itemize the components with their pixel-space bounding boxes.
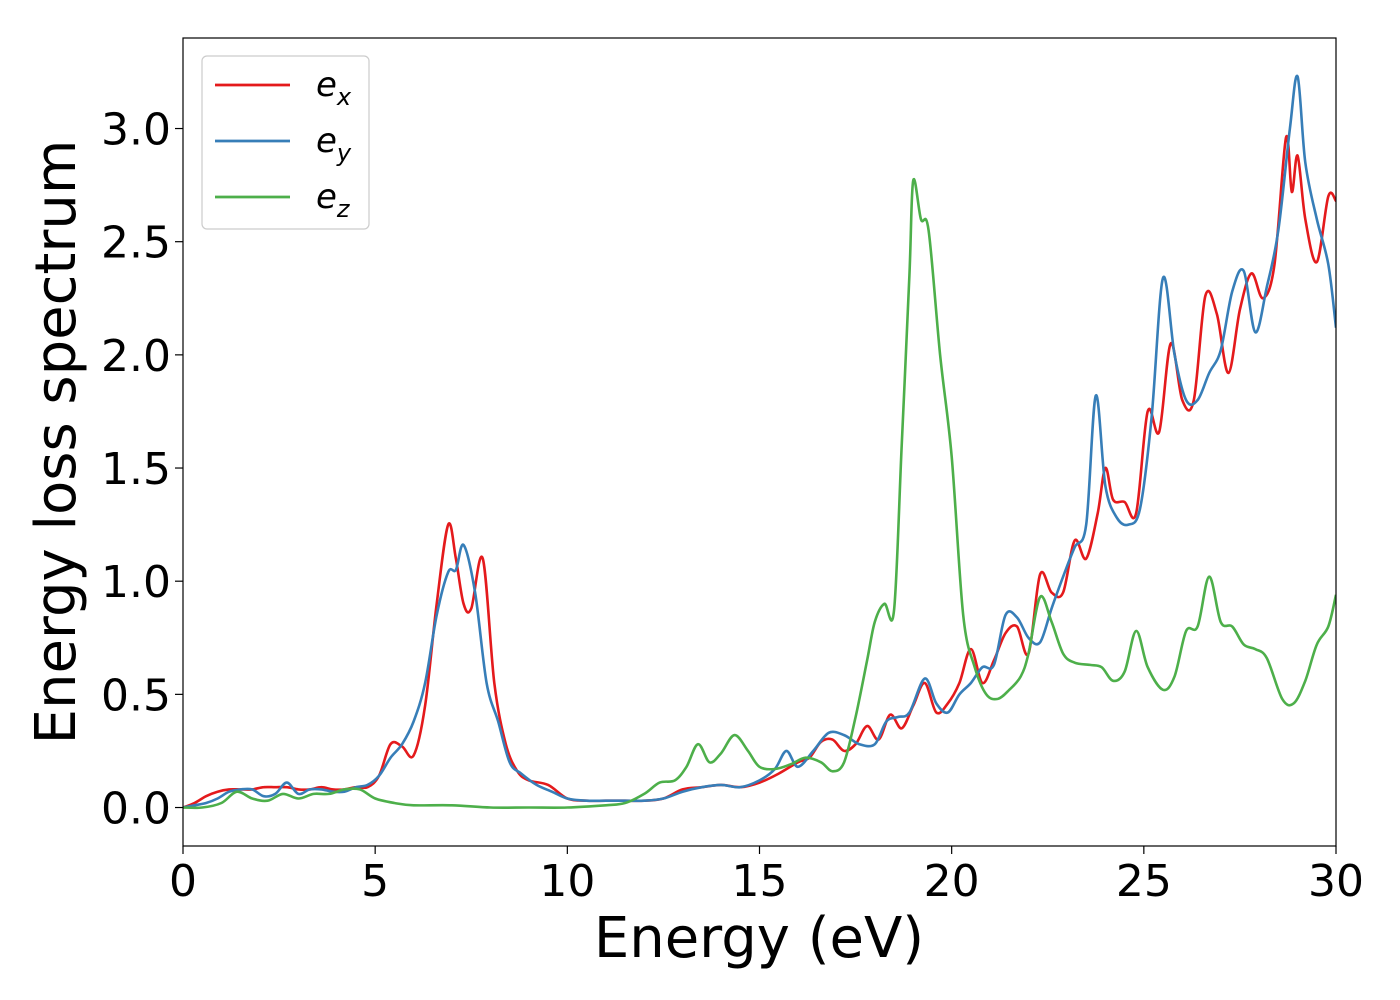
plot-lines bbox=[183, 74, 1336, 810]
y-tick-label: 0.0 bbox=[101, 784, 171, 835]
y-axis-ticks: 0.0 0.5 1.0 1.5 2.0 2.5 3.0 bbox=[101, 105, 183, 835]
x-tick-label: 20 bbox=[924, 856, 980, 907]
x-tick-label: 30 bbox=[1308, 856, 1364, 907]
legend-label-ey: ey bbox=[316, 121, 352, 167]
x-tick-label: 25 bbox=[1116, 856, 1172, 907]
legend-label-ex: ex bbox=[316, 65, 352, 111]
series-line-ez bbox=[183, 177, 1336, 810]
x-tick-label: 15 bbox=[732, 856, 788, 907]
y-axis-title: Energy loss spectrum bbox=[24, 140, 89, 745]
legend-label-ez: ez bbox=[316, 177, 351, 223]
legend-box bbox=[201, 55, 370, 230]
y-tick-label: 1.5 bbox=[101, 444, 171, 495]
series-line-ey bbox=[183, 74, 1336, 809]
x-tick-label: 10 bbox=[539, 856, 595, 907]
y-tick-label: 2.0 bbox=[101, 331, 171, 382]
x-tick-label: 0 bbox=[169, 856, 197, 907]
legend: ex ey ez bbox=[201, 55, 370, 230]
y-tick-label: 3.0 bbox=[101, 105, 171, 156]
y-tick-label: 2.5 bbox=[101, 218, 171, 269]
x-axis-ticks: 0 5 10 15 20 25 30 bbox=[169, 846, 1364, 907]
series-line-ex bbox=[183, 134, 1336, 809]
y-tick-label: 0.5 bbox=[101, 670, 171, 721]
x-axis-title: Energy (eV) bbox=[594, 906, 924, 971]
x-tick-label: 5 bbox=[361, 856, 389, 907]
y-tick-label: 1.0 bbox=[101, 557, 171, 608]
